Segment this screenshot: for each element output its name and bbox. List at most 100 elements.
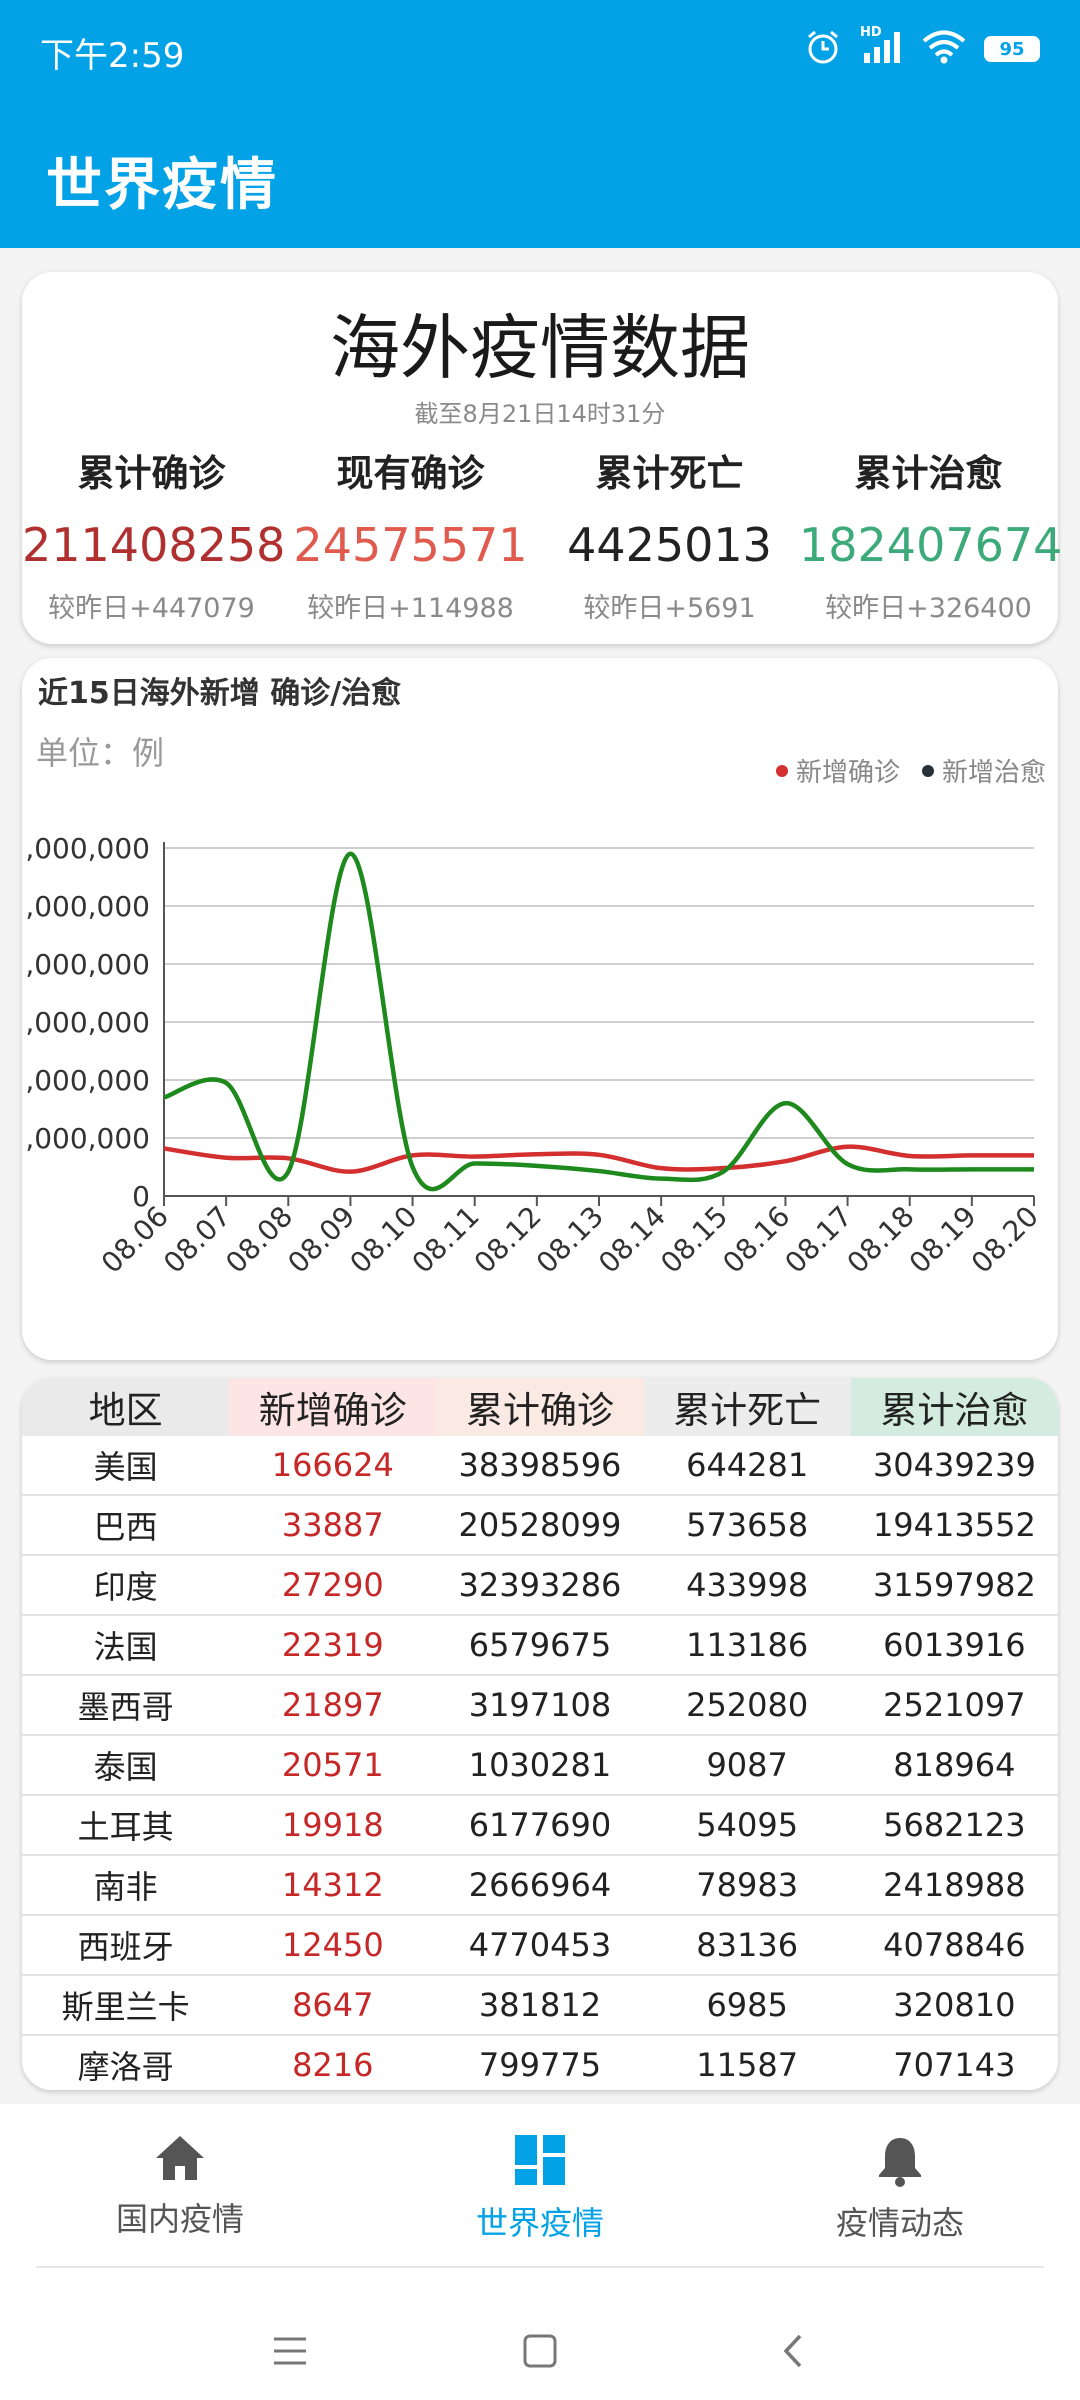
- home-icon: [156, 2136, 204, 2180]
- chart-card: ,000,000 ,000,000 ,000,000 ,000,000 ,000,000…: [22, 658, 1058, 1360]
- line-chart[interactable]: ,000,000 ,000,000 ,000,000 ,000,000 ,000,000…: [22, 658, 1058, 1360]
- nav-divider: [36, 2266, 1044, 2268]
- table-row[interactable]: 斯里兰卡 8647 381812 6985 320810: [22, 1975, 1058, 2036]
- stat-delta: 较昨日+114988: [307, 593, 514, 624]
- cell-total-confirmed: 6579675: [436, 1615, 644, 1676]
- x-tick-label: 08.10: [343, 1200, 423, 1280]
- cell-new-confirmed: 14312: [229, 1855, 437, 1916]
- cell-total-confirmed: 4770453: [436, 1915, 644, 1976]
- nav-label: 国内疫情: [115, 2200, 244, 2238]
- summary-stats: 累计确诊 211408258 较昨日+447079 现有确诊 24575571 …: [22, 444, 1062, 632]
- cell-region: 墨西哥: [22, 1675, 230, 1736]
- stat-current-confirmed: 现有确诊 24575571 较昨日+114988: [281, 444, 540, 632]
- cell-new-confirmed: 33887: [229, 1495, 437, 1556]
- summary-date: 截至8月21日14时31分: [414, 400, 666, 428]
- cell-new-confirmed: 166624: [229, 1436, 437, 1496]
- country-table-card: 地区 新增确诊 累计确诊 累计死亡 累计治愈 美国 166624 38398596 6…: [22, 1378, 1058, 2090]
- stat-label: 累计确诊: [77, 452, 226, 495]
- cell-total-confirmed: 2666964: [436, 1855, 644, 1916]
- column-header-total-deaths[interactable]: 累计死亡: [643, 1378, 851, 1436]
- cell-region: 斯里兰卡: [22, 1975, 230, 2036]
- cell-total-confirmed: 20528099: [436, 1495, 644, 1556]
- table-row[interactable]: 法国 22319 6579675 113186 6013916: [22, 1615, 1058, 1676]
- home-square-icon[interactable]: [520, 2332, 560, 2370]
- x-tick-label: 08.07: [157, 1200, 237, 1280]
- cell-region: 巴西: [22, 1495, 230, 1556]
- x-tick-label: 08.15: [654, 1200, 734, 1280]
- cell-region: 南非: [22, 1855, 230, 1916]
- x-tick-label: 08.08: [219, 1200, 299, 1280]
- nav-item-domestic[interactable]: 国内疫情: [0, 2104, 360, 2270]
- cell-total-deaths: 644281: [643, 1436, 851, 1496]
- bottom-nav: 国内疫情 世界疫情 疫情动态: [0, 2104, 1080, 2270]
- nav-label: 疫情动态: [835, 2204, 964, 2242]
- cell-region: 西班牙: [22, 1915, 230, 1976]
- legend-label: 新增治愈: [941, 758, 1046, 788]
- stat-delta: 较昨日+5691: [583, 593, 756, 624]
- table-row[interactable]: 西班牙 12450 4770453 83136 4078846: [22, 1915, 1058, 1976]
- summary-card: 海外疫情数据 截至8月21日14时31分 累计确诊 211408258 较昨日+…: [22, 272, 1062, 644]
- nav-item-world[interactable]: 世界疫情: [360, 2104, 720, 2270]
- table-row[interactable]: 南非 14312 2666964 78983 2418988: [22, 1855, 1058, 1916]
- back-icon[interactable]: [776, 2330, 810, 2372]
- stat-delta: 较昨日+447079: [48, 593, 255, 624]
- column-header-total-confirmed[interactable]: 累计确诊: [436, 1378, 644, 1436]
- system-nav-bar: [0, 2270, 1080, 2400]
- cell-total-recovered: 707143: [850, 2035, 1058, 2090]
- cell-new-confirmed: 8647: [229, 1975, 437, 2036]
- column-header-new-confirmed[interactable]: 新增确诊: [229, 1378, 437, 1436]
- cell-total-recovered: 2418988: [850, 1855, 1058, 1916]
- table-row[interactable]: 土耳其 19918 6177690 54095 5682123: [22, 1795, 1058, 1856]
- chart-legend: 新增确诊 新增治愈: [775, 752, 1046, 789]
- cell-total-recovered: 2521097: [850, 1675, 1058, 1736]
- menu-icon[interactable]: [270, 2334, 310, 2368]
- cell-total-deaths: 113186: [643, 1615, 851, 1676]
- cell-total-deaths: 11587: [643, 2035, 851, 2090]
- stat-value: 211408258: [22, 518, 286, 572]
- cell-total-recovered: 818964: [850, 1735, 1058, 1796]
- x-tick-label: 08.09: [281, 1200, 361, 1280]
- cell-total-confirmed: 799775: [436, 2035, 644, 2090]
- nav-item-news[interactable]: 疫情动态: [720, 2104, 1080, 2270]
- legend-dot-icon: [775, 764, 788, 777]
- table-row[interactable]: 泰国 20571 1030281 9087 818964: [22, 1735, 1058, 1796]
- cell-total-recovered: 5682123: [850, 1795, 1058, 1856]
- x-tick-label: 08.20: [965, 1200, 1045, 1280]
- table-row[interactable]: 巴西 33887 20528099 573658 19413552: [22, 1495, 1058, 1556]
- dashboard-icon: [515, 2135, 565, 2185]
- cell-total-recovered: 31597982: [850, 1555, 1058, 1616]
- cell-total-deaths: 54095: [643, 1795, 851, 1856]
- series-line-new-recovered: [163, 851, 1034, 1192]
- stat-total-recovered: 累计治愈 182407674 较昨日+326400: [799, 444, 1062, 632]
- y-tick-label: ,000,000: [25, 1006, 150, 1039]
- y-tick-label: ,000,000: [25, 1064, 150, 1097]
- cell-total-recovered: 6013916: [850, 1615, 1058, 1676]
- x-tick-label: 08.19: [903, 1200, 983, 1280]
- cell-total-deaths: 83136: [643, 1915, 851, 1976]
- wifi-icon: [922, 30, 966, 68]
- column-header-total-recovered[interactable]: 累计治愈: [850, 1378, 1058, 1436]
- cell-new-confirmed: 22319: [229, 1615, 437, 1676]
- stat-label: 累计死亡: [595, 452, 744, 495]
- cell-total-recovered: 19413552: [850, 1495, 1058, 1556]
- legend-item-recovered[interactable]: 新增治愈: [921, 752, 1046, 789]
- cell-total-recovered: 30439239: [850, 1436, 1058, 1496]
- status-icons: HD 95: [804, 25, 1040, 72]
- stat-label: 现有确诊: [336, 452, 485, 495]
- cell-total-confirmed: 6177690: [436, 1795, 644, 1856]
- table-row[interactable]: 摩洛哥 8216 799775 11587 707143: [22, 2035, 1058, 2090]
- column-header-region[interactable]: 地区: [22, 1378, 230, 1436]
- cell-total-deaths: 573658: [643, 1495, 851, 1556]
- x-tick-label: 08.17: [778, 1200, 858, 1280]
- table-row[interactable]: 美国 166624 38398596 644281 30439239: [22, 1436, 1058, 1496]
- table-row[interactable]: 墨西哥 21897 3197108 252080 2521097: [22, 1675, 1058, 1736]
- cell-total-deaths: 252080: [643, 1675, 851, 1736]
- legend-item-confirmed[interactable]: 新增确诊: [775, 752, 900, 789]
- battery-icon: 95: [984, 36, 1040, 62]
- cell-total-confirmed: 381812: [436, 1975, 644, 2036]
- cell-new-confirmed: 21897: [229, 1675, 437, 1736]
- cell-total-deaths: 6985: [643, 1975, 851, 2036]
- cell-new-confirmed: 19918: [229, 1795, 437, 1856]
- series-line-new-confirmed: [163, 1144, 1035, 1174]
- table-row[interactable]: 印度 27290 32393286 433998 31597982: [22, 1555, 1058, 1616]
